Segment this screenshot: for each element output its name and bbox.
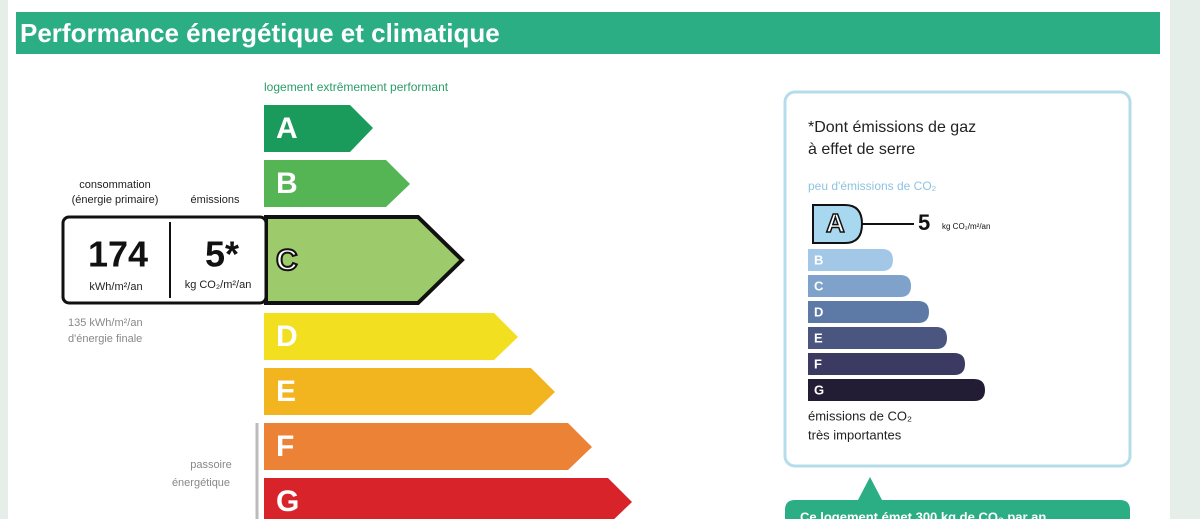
class-bar <box>264 478 632 519</box>
climate-bottom-label: émissions de CO₂ <box>808 408 912 423</box>
emissions-value: 5* <box>205 234 239 275</box>
climate-bar <box>808 301 929 323</box>
climate-title: à effet de serre <box>808 141 915 158</box>
consumption-value: 174 <box>88 234 148 275</box>
energy-top-label: logement extrêmement performant <box>264 80 449 94</box>
class-letter: B <box>276 167 298 200</box>
class-letter: D <box>276 320 298 353</box>
climate-current-class: A <box>826 208 845 238</box>
climate-class-letter: D <box>814 304 823 319</box>
class-bar <box>264 313 518 360</box>
climate-bar <box>808 379 985 401</box>
climate-class-letter: B <box>814 252 823 267</box>
climate-bar <box>808 249 893 271</box>
final-energy: d'énergie finale <box>68 333 142 345</box>
note-bubble <box>785 477 1130 519</box>
class-bar <box>264 368 555 415</box>
final-energy: 135 kWh/m²/an <box>68 317 143 329</box>
climate-bar <box>808 353 965 375</box>
climate-bar <box>808 275 911 297</box>
consumption-label: consommation <box>79 179 151 191</box>
class-letter: G <box>276 485 299 518</box>
climate-class-letter: G <box>814 382 824 397</box>
climate-top-label: peu d'émissions de CO₂ <box>808 179 937 193</box>
values-box <box>61 215 268 305</box>
climate-current-value: 5 <box>918 210 930 235</box>
class-bar <box>264 105 373 152</box>
class-letter-current: C <box>276 244 298 277</box>
climate-note: Ce logement émet 300 kg de CO₂ par an <box>800 509 1046 519</box>
passoire-label: énergétique <box>172 477 230 489</box>
climate-current-unit: kg CO₂/m²/an <box>942 222 990 231</box>
climate-bar <box>808 327 947 349</box>
climate-bottom-label: très importantes <box>808 427 902 442</box>
class-bar <box>264 160 410 207</box>
class-letter: A <box>276 112 298 145</box>
class-letter: F <box>276 430 294 463</box>
climate-class-letter: F <box>814 356 822 371</box>
passoire-label: passoire <box>190 459 232 471</box>
emissions-unit: kg CO₂/m²/an <box>185 279 252 291</box>
class-bar <box>264 423 592 470</box>
consumption-unit: kWh/m²/an <box>89 281 142 293</box>
class-letter: E <box>276 375 296 408</box>
header-bar <box>16 12 1160 54</box>
climate-class-letter: E <box>814 330 823 345</box>
emissions-label: émissions <box>191 194 240 206</box>
climate-title: *Dont émissions de gaz <box>808 119 976 136</box>
header-title: Performance énergétique et climatique <box>20 18 500 48</box>
consumption-label: (énergie primaire) <box>72 194 159 206</box>
climate-class-letter: C <box>814 278 824 293</box>
